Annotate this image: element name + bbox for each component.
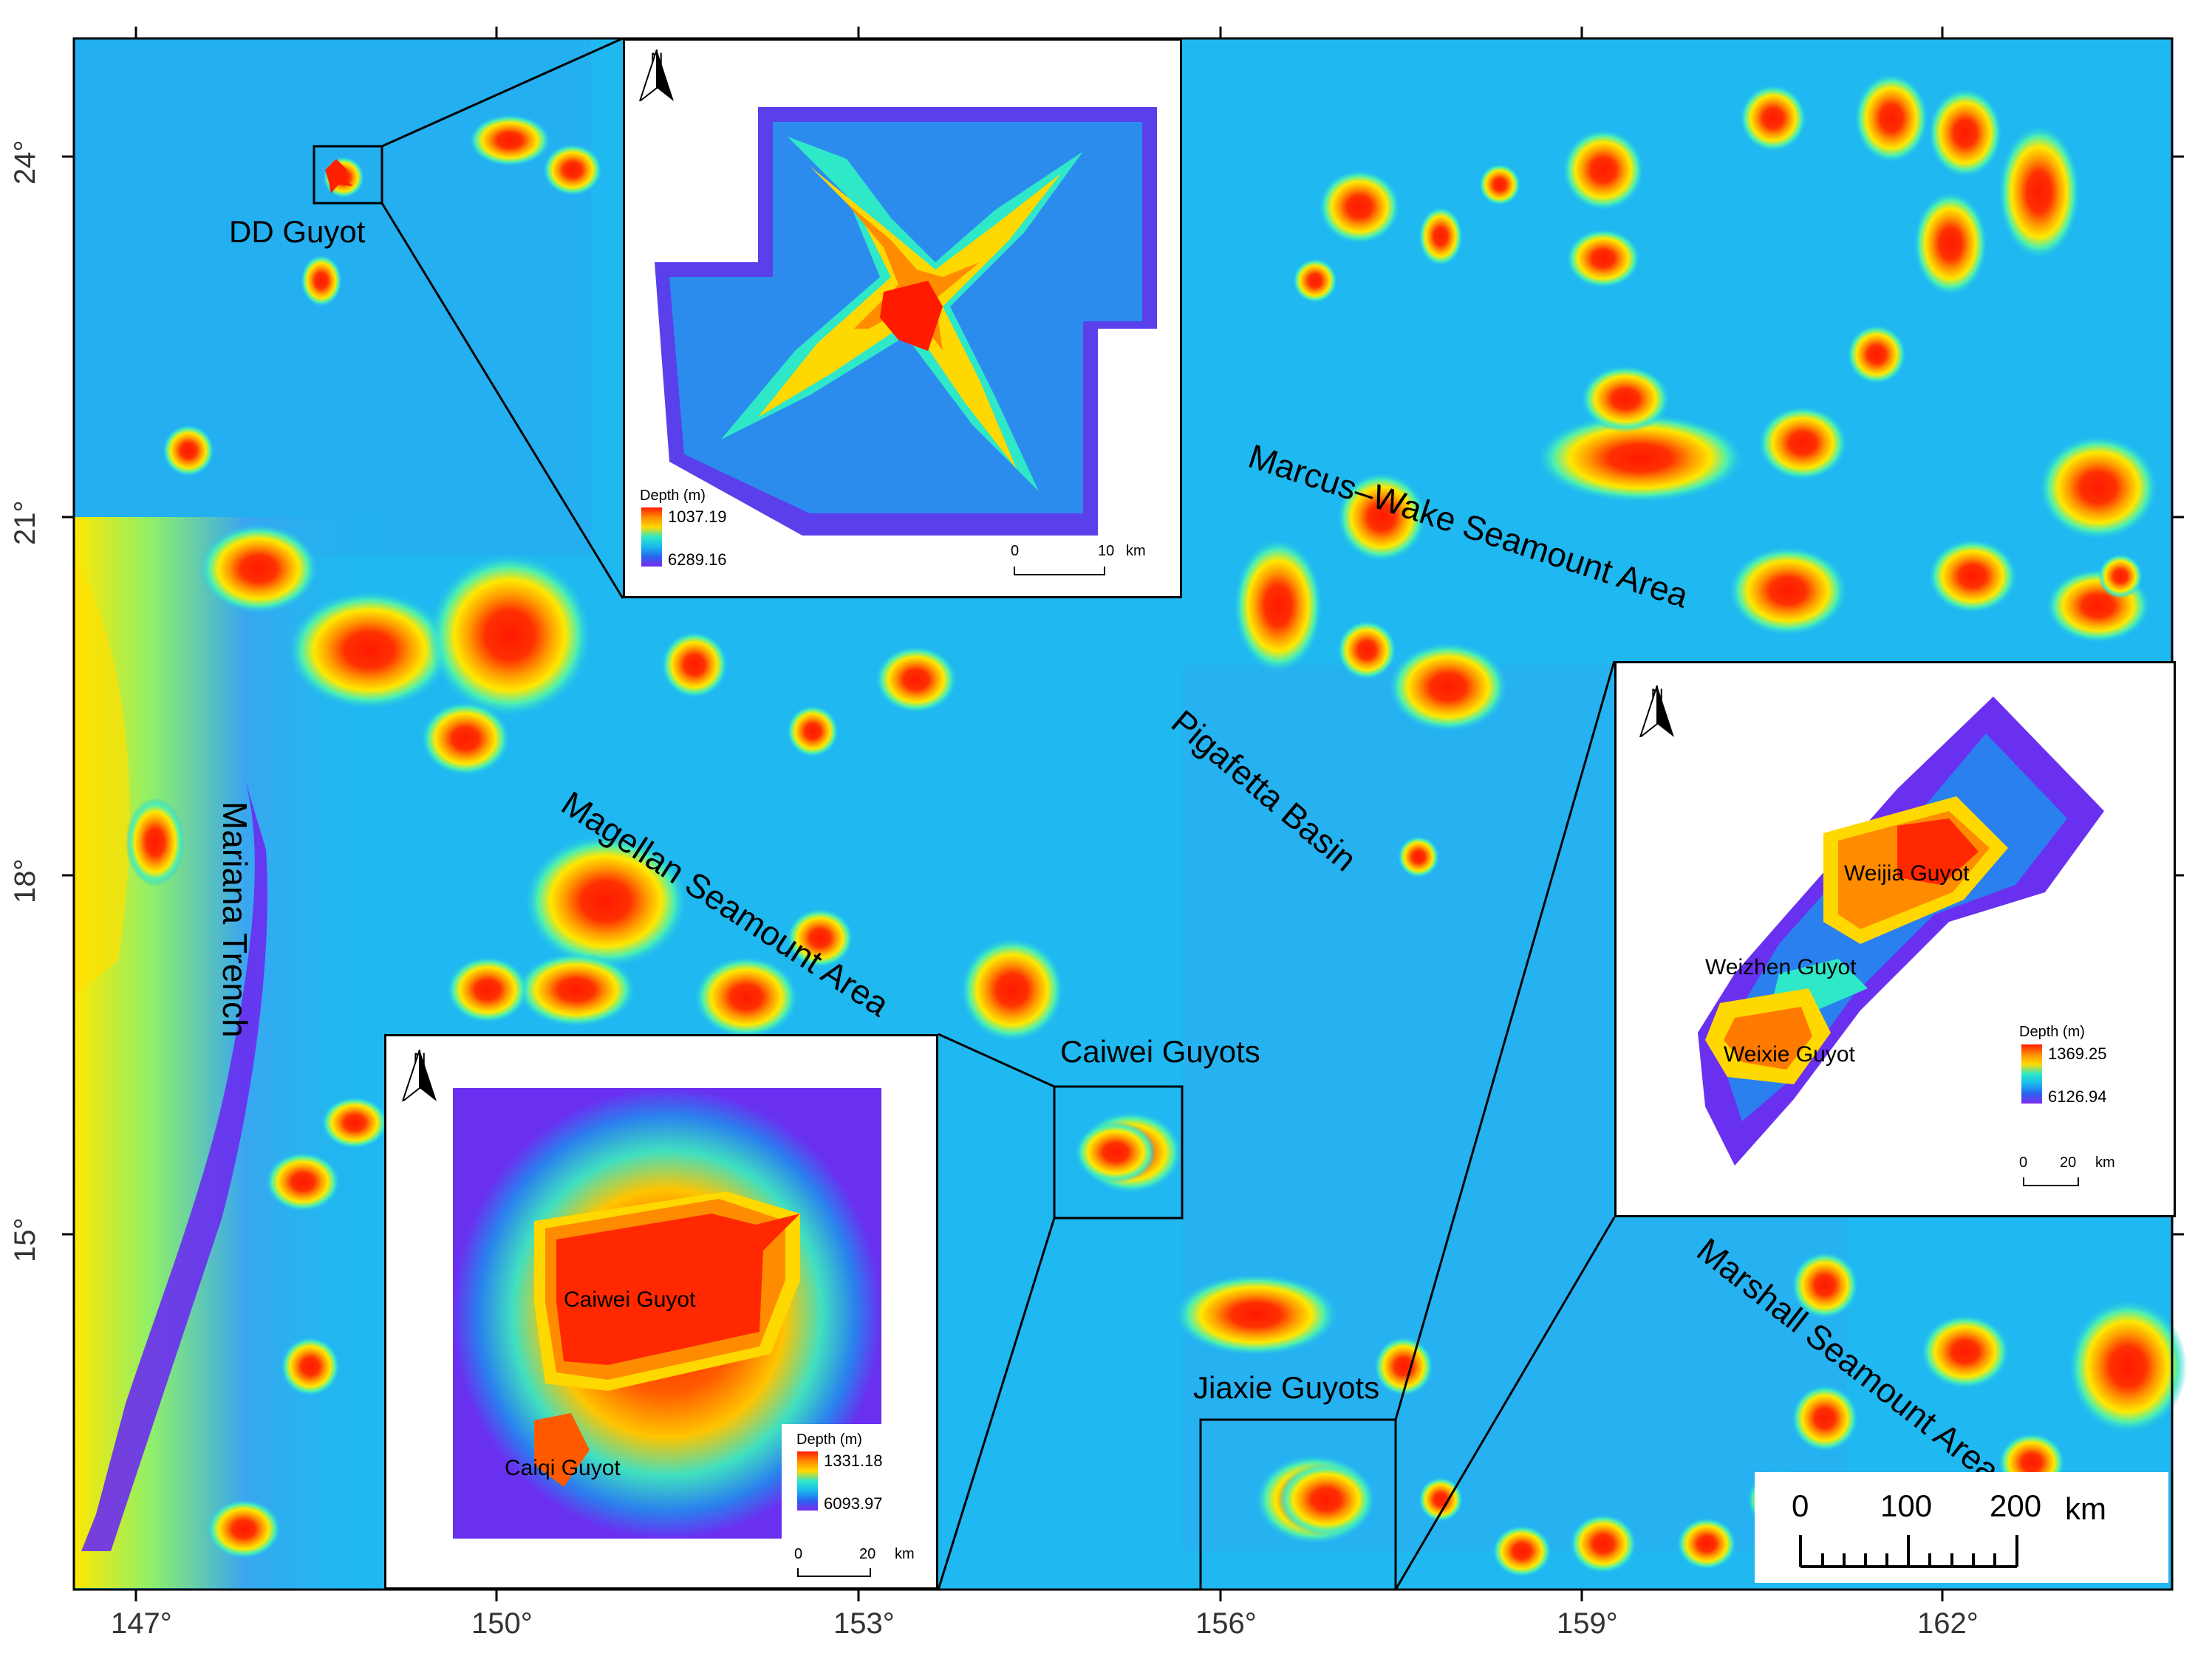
- caiwei-north-arrow: N: [401, 1050, 438, 1101]
- caiwei-legend-title: Depth (m): [796, 1431, 862, 1448]
- weixie-guyot-label: Weixie Guyot: [1724, 1042, 1855, 1067]
- jiaxie-guyots-box: [1199, 1418, 1397, 1591]
- jiaxie-legend-max: 1369.25: [2048, 1044, 2107, 1063]
- x-tick-147: 147°: [111, 1607, 172, 1640]
- caiwei-guyot-label: Caiwei Guyot: [564, 1287, 696, 1312]
- main-scale-200: 200: [1990, 1488, 2042, 1523]
- y-tick-18: 18°: [9, 858, 41, 904]
- dd-legend-bar: [641, 507, 662, 567]
- label-caiwei-guyots: Caiwei Guyots: [1060, 1034, 1260, 1069]
- mariana-trench-deep: [81, 776, 267, 1551]
- x-tick-153: 153°: [833, 1607, 895, 1640]
- main-scale-100: 100: [1880, 1488, 1933, 1523]
- dd-legend-max: 1037.19: [668, 507, 727, 526]
- weizhen-guyot-label: Weizhen Guyot: [1705, 955, 1857, 979]
- y-tick-21: 21°: [9, 500, 41, 546]
- inset-jiaxie-guyots: Weijia Guyot Weizhen Guyot Weixie Guyot …: [1614, 661, 2176, 1217]
- dd-north-arrow: N: [638, 49, 675, 101]
- jiaxie-scale-0: 0: [2019, 1155, 2028, 1171]
- caiwei-legend-bar: [797, 1451, 818, 1511]
- main-scale-0: 0: [1792, 1488, 1809, 1523]
- dd-guyot-box: [313, 145, 383, 205]
- caiqi-guyot-relief: [534, 1413, 590, 1487]
- connector-lines: [380, 37, 1616, 1590]
- weijia-guyot-label: Weijia Guyot: [1844, 861, 1970, 886]
- jiaxie-scale-20: 20: [2060, 1155, 2077, 1171]
- caiwei-legend-max: 1331.18: [824, 1451, 883, 1470]
- main-scale-unit: km: [2065, 1491, 2106, 1526]
- caiwei-guyots-box: [1053, 1085, 1184, 1220]
- y-tick-15: 15°: [9, 1217, 41, 1263]
- label-jiaxie-guyots: Jiaxie Guyots: [1193, 1370, 1380, 1405]
- inset-caiwei-guyots: Caiwei Guyot Caiqi Guyot N Depth (m) 133…: [384, 1034, 938, 1590]
- caiwei-legend-min: 6093.97: [824, 1494, 883, 1513]
- dd-legend-min: 6289.16: [668, 550, 727, 569]
- caiwei-scale-20: 20: [859, 1546, 876, 1562]
- dd-legend-title: Depth (m): [640, 488, 706, 504]
- main-scale-bar: 0 100 200 km: [1755, 1472, 2168, 1583]
- caiqi-guyot-label: Caiqi Guyot: [505, 1456, 621, 1480]
- jiaxie-legend-bar: [2021, 1044, 2042, 1104]
- axis-ticks: [62, 27, 2184, 1601]
- jiaxie-north-arrow: N: [1639, 685, 1676, 737]
- dd-scale-unit: km: [1126, 543, 1146, 559]
- dd-scale-0: 0: [1011, 543, 1020, 559]
- dd-scale-10: 10: [1098, 543, 1115, 559]
- jiaxie-legend-title: Depth (m): [2019, 1024, 2085, 1040]
- x-tick-156: 156°: [1195, 1607, 1257, 1640]
- label-dd-guyot: DD Guyot: [229, 214, 366, 249]
- jiaxie-scale-unit: km: [2095, 1155, 2115, 1171]
- x-tick-159: 159°: [1557, 1607, 1618, 1640]
- inset-dd-guyot: N Depth (m) 1037.19 6289.16 0 10 km: [623, 38, 1182, 598]
- jiaxie-legend-min: 6126.94: [2048, 1087, 2107, 1106]
- caiwei-scale-0: 0: [794, 1546, 803, 1562]
- caiwei-scale-unit: km: [895, 1546, 915, 1562]
- x-tick-162: 162°: [1917, 1607, 1979, 1640]
- y-tick-24: 24°: [9, 140, 41, 185]
- label-mariana: Mariana Trench: [216, 801, 254, 1038]
- x-tick-150: 150°: [471, 1607, 533, 1640]
